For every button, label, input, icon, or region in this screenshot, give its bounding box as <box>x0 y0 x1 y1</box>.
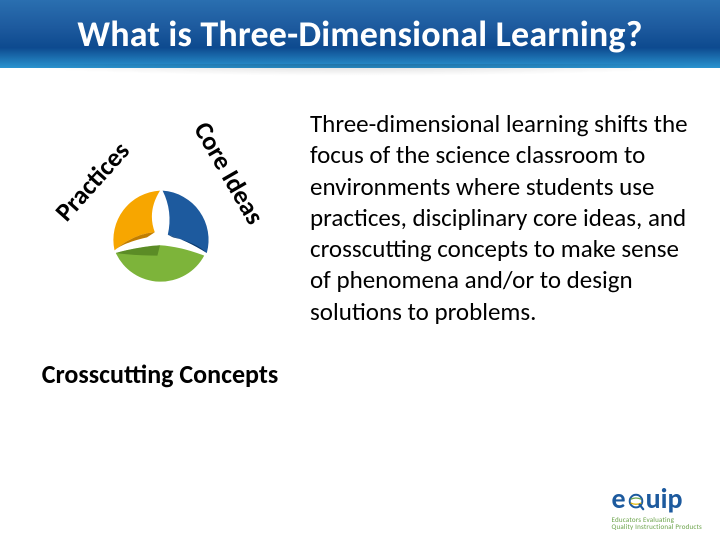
body-paragraph: Three-dimensional learning shifts the fo… <box>310 108 690 390</box>
slide-title: What is Three-Dimensional Learning? <box>77 12 642 56</box>
logo-letter-e: e <box>612 481 626 516</box>
content-area: Practices Core Ideas Crosscutting Concep… <box>0 68 720 410</box>
logo-wordmark: e uip <box>612 481 683 516</box>
swirl-icon <box>95 175 225 305</box>
logo-tagline-2: Quality Instructional Products <box>612 523 702 530</box>
globe-q-icon <box>627 493 645 511</box>
logo-letters-uip: uip <box>646 481 683 516</box>
label-crosscutting: Crosscutting Concepts <box>42 358 279 390</box>
slide-header: What is Three-Dimensional Learning? <box>0 0 720 68</box>
diagram-column: Practices Core Ideas Crosscutting Concep… <box>30 108 290 390</box>
three-dimension-diagram: Practices Core Ideas <box>40 108 280 348</box>
equip-logo: e uip Educators Evaluating Quality Instr… <box>612 481 702 530</box>
